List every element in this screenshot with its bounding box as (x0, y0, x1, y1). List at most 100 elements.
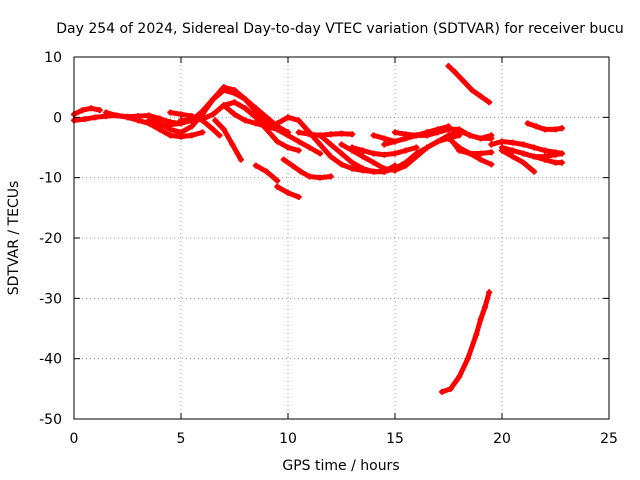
data-point (210, 126, 217, 133)
data-point (434, 138, 441, 145)
x-tick-label: 20 (493, 431, 511, 447)
data-point (439, 388, 446, 395)
data-point (370, 168, 377, 175)
data-point (481, 304, 488, 311)
data-point (349, 159, 356, 166)
data-point (274, 177, 281, 184)
axis-ticks: 0 5 10 15 20 25 10 0 -10 -20 -30 -40 -50 (39, 50, 618, 447)
data-point (229, 141, 236, 148)
data-point (381, 135, 388, 142)
data-point (338, 150, 345, 157)
data-point (167, 121, 174, 128)
data-point (317, 174, 324, 181)
data-point (370, 132, 377, 139)
data-point (285, 189, 291, 196)
x-tick-label: 0 (70, 431, 79, 447)
data-point (317, 141, 324, 148)
series-arc-28 (524, 120, 565, 133)
y-tick-label: -20 (39, 231, 62, 247)
data-point (220, 102, 227, 109)
data-point (220, 126, 227, 133)
data-point (447, 385, 454, 392)
data-point (541, 153, 548, 160)
data-point (488, 141, 495, 148)
data-point (199, 116, 206, 123)
data-point (402, 135, 409, 142)
data-point (413, 132, 420, 139)
data-point (306, 173, 313, 180)
data-point (327, 153, 334, 160)
data-point (541, 126, 548, 133)
data-point (477, 316, 484, 323)
data-point (477, 156, 484, 163)
data-point (552, 151, 559, 158)
data-point (124, 114, 131, 121)
series-arc-27 (499, 147, 538, 175)
series-arc-07 (212, 117, 244, 163)
y-tick-label: 10 (44, 50, 62, 66)
data-point (520, 141, 527, 148)
data-point (210, 111, 217, 118)
data-point (402, 162, 409, 169)
data-point (338, 141, 345, 148)
data-point (327, 141, 334, 148)
data-point (237, 156, 244, 163)
data-point (317, 150, 324, 157)
data-point (188, 123, 195, 130)
data-point (242, 96, 249, 103)
data-point (242, 117, 249, 124)
data-point (252, 114, 259, 121)
y-tick-label: -40 (39, 352, 62, 368)
data-point (488, 149, 495, 156)
data-point (466, 132, 473, 139)
data-point (349, 165, 356, 172)
data-point (456, 147, 463, 154)
data-point (285, 132, 291, 139)
data-point (477, 135, 484, 142)
data-point (477, 93, 484, 100)
x-tick-label: 10 (279, 431, 297, 447)
data-point (359, 153, 366, 160)
series-arc-29 (520, 150, 565, 160)
data-point (499, 147, 505, 154)
y-tick-label: -30 (39, 291, 62, 307)
data-point (297, 168, 304, 175)
data-point (392, 150, 398, 157)
data-point (295, 138, 302, 145)
data-point (552, 159, 559, 166)
data-point (167, 132, 174, 139)
series-trace (499, 148, 537, 175)
data-point (488, 135, 495, 142)
data-point (370, 159, 377, 166)
data-point (473, 331, 480, 338)
chart-title: Day 254 of 2024, Sidereal Day-to-day VTE… (56, 21, 624, 37)
series-arc-09 (220, 102, 324, 157)
data-point (306, 131, 313, 138)
data-point (359, 165, 366, 172)
data-point (178, 129, 184, 136)
data-point (327, 131, 334, 138)
data-point (96, 107, 103, 114)
data-point (381, 165, 388, 172)
series-arc-11 (274, 183, 302, 200)
data-point (199, 108, 206, 115)
data-point (274, 138, 281, 145)
data-point (424, 144, 431, 151)
data-point (509, 153, 516, 160)
data-point (533, 123, 540, 130)
data-point (509, 147, 516, 154)
data-point (188, 132, 195, 139)
series-arc-17 (349, 144, 420, 158)
series-arc-22 (451, 141, 495, 157)
data-point (252, 162, 259, 169)
data-point (392, 129, 398, 136)
data-point (558, 125, 565, 132)
series-arc-24 (439, 289, 493, 395)
data-point (295, 147, 302, 154)
data-point (252, 105, 259, 112)
data-point (381, 141, 388, 148)
data-point (285, 144, 291, 151)
data-point (445, 63, 452, 70)
data-point (338, 161, 345, 168)
